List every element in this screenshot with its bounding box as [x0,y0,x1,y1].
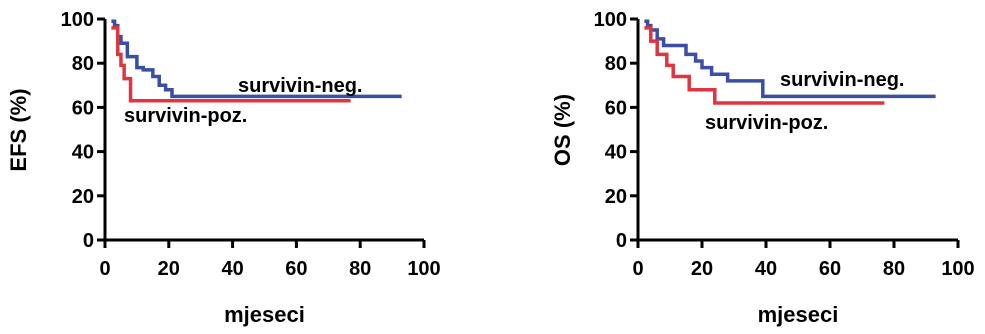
y-tick-label: 0 [83,230,94,252]
y-tick-label: 40 [605,142,627,164]
y-tick-label: 20 [72,186,94,208]
y-tick-label: 100 [61,9,94,31]
x-tick-label: 0 [99,258,110,280]
series-label: survivin-poz. [705,112,828,134]
x-tick-label: 20 [691,258,713,280]
x-axis-title: mjeseci [224,302,305,327]
x-tick-label: 40 [755,258,777,280]
series-line-survivin-poz- [111,26,351,103]
y-tick-label: 60 [605,97,627,119]
series-label: survivin-poz. [124,105,247,127]
x-tick-label: 100 [407,258,440,280]
x-tick-label: 80 [349,258,371,280]
y-tick-label: 100 [594,9,627,31]
series-label: survivin-neg. [238,75,362,97]
x-tick-label: 40 [221,258,243,280]
y-tick-label: 20 [605,186,627,208]
y-tick-label: 80 [605,53,627,75]
y-tick-label: 60 [72,97,94,119]
efs-chart-panel: 0 20 40 60 80 100 0 20 40 60 80 100 mjeseci EFS (%) su… [6,9,441,327]
os-chart-panel: 0 20 40 60 80 100 0 20 40 60 80 100 mjeseci OS (%) sur… [550,9,975,327]
x-tick-label: 0 [632,258,643,280]
x-tick-label: 80 [883,258,905,280]
x-tick-label: 100 [941,258,974,280]
x-tick-label: 60 [819,258,841,280]
series-line-survivin-poz- [644,26,885,105]
series-label: survivin-neg. [780,69,904,91]
y-tick-label: 0 [616,230,627,252]
y-tick-label: 40 [72,142,94,164]
y-axis-title: OS (%) [550,94,575,166]
x-tick-label: 20 [158,258,180,280]
y-tick-label: 80 [72,53,94,75]
x-axis-title: mjeseci [758,302,839,327]
x-tick-label: 60 [285,258,307,280]
y-axis-title: EFS (%) [6,88,31,171]
